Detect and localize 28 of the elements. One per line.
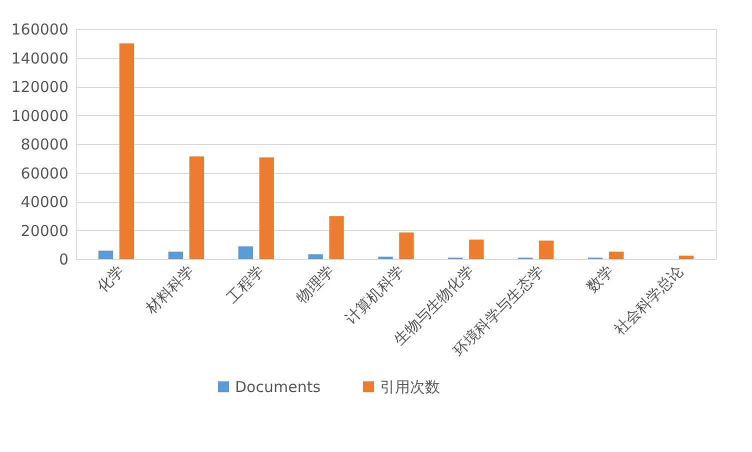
x-tick-label: 物理学: [292, 262, 338, 307]
y-tick-label: 140000: [11, 49, 68, 68]
legend-label: Documents: [235, 378, 321, 396]
bar: [238, 246, 253, 259]
y-tick-label: 120000: [11, 78, 68, 96]
bar: [259, 157, 274, 259]
y-tick-label: 80000: [20, 136, 68, 154]
y-tick-label: 0: [58, 250, 68, 268]
bar: [98, 250, 114, 259]
x-tick-label: 材料科学: [142, 262, 198, 318]
bar: [469, 240, 484, 259]
y-tick-label: 20000: [20, 222, 68, 240]
y-tick-label: 40000: [20, 193, 68, 211]
bar: [678, 256, 694, 259]
bar: [399, 232, 414, 259]
bar: [539, 240, 554, 259]
legend-label: 引用次数: [380, 378, 440, 396]
bar: [308, 254, 323, 259]
bar: [329, 216, 344, 259]
bar: [119, 43, 134, 259]
x-tick-label: 工程学: [222, 262, 268, 307]
bar: [608, 252, 624, 259]
y-tick-label: 160000: [11, 20, 68, 38]
y-tick-label: 100000: [11, 106, 68, 125]
bar: [168, 252, 184, 259]
y-tick-label: 60000: [20, 164, 68, 182]
bar: [189, 156, 204, 259]
x-tick-label: 化学: [94, 262, 128, 296]
